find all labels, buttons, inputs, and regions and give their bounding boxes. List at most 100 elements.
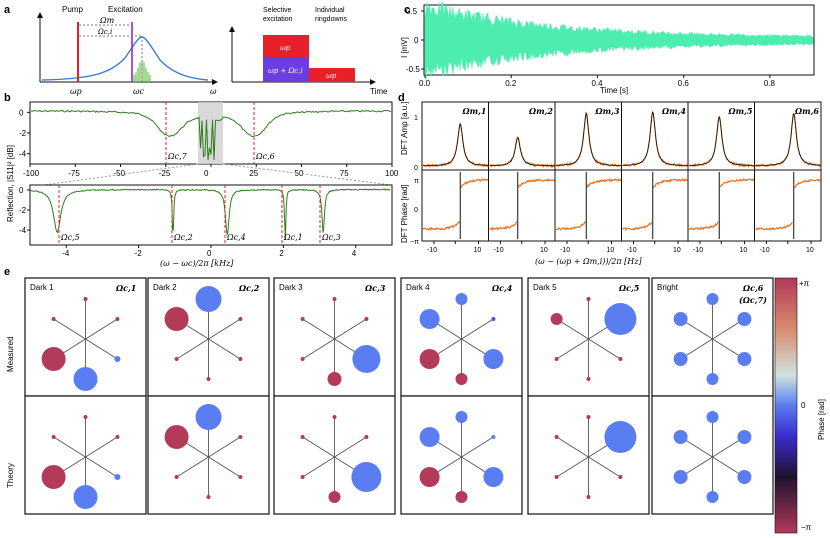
b-top-xtick-label: 25 <box>249 169 258 178</box>
b-bottom-mode-label-3: Ωc,3 <box>321 233 341 242</box>
d-xtick-label: -10 <box>626 247 636 254</box>
e-mode-node <box>51 317 56 321</box>
e-mode-node <box>83 297 88 301</box>
b-bottom-yticks: 0 -2 -4 <box>19 186 30 235</box>
e-mode-node <box>352 345 381 373</box>
d-amp-ytick-0: 0 <box>414 165 418 172</box>
e-mode-node <box>419 309 440 329</box>
e-mode-node <box>419 427 440 447</box>
d-xtick-label: -10 <box>693 247 703 254</box>
a-box-wp-omega <box>263 58 309 82</box>
a-time-arrow-icon <box>370 79 376 85</box>
b-xlabel: (ω − ωc)/2π [kHz] <box>160 259 234 268</box>
e-column-name: Bright <box>657 283 679 292</box>
e-mode-node <box>206 377 211 381</box>
d-phase-data-right <box>517 178 556 188</box>
b-top-xtick-label: 75 <box>340 169 349 178</box>
b-top-ytick-label: -2 <box>19 129 27 138</box>
a-time-label: Time <box>370 87 388 96</box>
b-top-xtick-label: -100 <box>23 169 40 178</box>
e-mode-node <box>550 313 563 325</box>
c-xticks: 0.0 0.2 0.4 0.6 0.8 <box>419 75 776 88</box>
e-mode-node <box>364 435 369 439</box>
e-mode-node <box>673 352 688 366</box>
panel-label-d: d <box>398 92 405 104</box>
panel-c: c I [mV] 0.0 0.2 0.4 0.6 0.8 0.5 0 -0.5 Time [… <box>400 1 815 95</box>
b-top-xtick-label: 100 <box>385 169 399 178</box>
panel-a: a Pump Excitation Ωm Ωc,i ωp ωc ω Select… <box>4 4 388 96</box>
e-mode-node <box>673 312 688 326</box>
panel-e: e Measured Theory Dark 1 Ωc,1 Dark 2 Ωc,2 Da… <box>4 266 826 534</box>
d-xtick-label: 10 <box>474 247 482 254</box>
d-xtick-label: 10 <box>607 247 615 254</box>
d-xtick-label: -10 <box>427 247 437 254</box>
b-bottom-xtick-label: -2 <box>135 249 143 258</box>
e-mode-node <box>586 377 591 381</box>
a-cavity-lineshape <box>41 36 209 81</box>
e-mode-node <box>238 435 243 439</box>
e-column-mode: Ωc,5 <box>618 283 640 293</box>
e-mode-node <box>300 357 305 361</box>
d-xtick-label: 10 <box>540 247 548 254</box>
b-bottom-xtick-label: -4 <box>62 249 70 258</box>
b-top-ytick-label: 0 <box>19 108 24 117</box>
e-mode-node <box>455 373 468 385</box>
b-top-trace <box>30 109 392 161</box>
e-mode-node <box>195 404 222 430</box>
b-ylabel: Reflection, |S11|² [dB] <box>6 145 15 222</box>
e-mode-node <box>483 467 504 487</box>
e-column-name: Dark 1 <box>30 283 54 292</box>
e-mode-node <box>491 435 496 439</box>
e-mode-node <box>586 495 591 499</box>
e-mode-link <box>429 318 494 360</box>
e-mode-node <box>41 347 66 371</box>
e-mode-node <box>174 475 179 479</box>
e-mode-node <box>419 349 440 369</box>
e-column-mode: Ωc,1 <box>115 283 136 293</box>
e-mode-node <box>706 293 719 305</box>
e-mode-link <box>176 436 241 478</box>
d-amp-fit <box>489 137 555 167</box>
e-mode-node <box>737 352 752 366</box>
e-mode-node <box>673 430 688 444</box>
a-excitation-spikes <box>133 60 151 82</box>
b-top-xtick-label: -25 <box>159 169 171 178</box>
e-mode-node <box>300 317 305 321</box>
panel-label-e: e <box>4 266 10 278</box>
e-mode-node <box>73 485 98 509</box>
a-omega-ci-label: Ωc,i <box>97 28 112 36</box>
panel-d: d DFT Amp [a.u.] DFT Phase [rad] Ωm,1 -10… <box>398 92 822 266</box>
e-colorbar-bottom: −π <box>801 523 812 532</box>
e-mode-node <box>491 317 496 321</box>
e-column-mode: Ωc,2 <box>238 283 260 293</box>
e-colorbar-label: Phase [rad] <box>817 399 826 440</box>
e-mode-link <box>53 318 118 360</box>
c-xtick-label: 0.0 <box>419 79 431 88</box>
d-xtick-label: -10 <box>560 247 570 254</box>
b-top-yticks: 0 -2 -4 <box>19 108 30 159</box>
a-box-wp-ringdown <box>309 68 355 82</box>
e-mode-node <box>332 415 337 419</box>
e-mode-node <box>51 435 56 439</box>
e-mode-node <box>455 293 468 305</box>
b-bottom-mode-label-2: Ωc,2 <box>173 233 193 242</box>
b-zoom-connector-right <box>222 163 393 186</box>
e-mode-node <box>115 317 120 321</box>
d-amp-data <box>489 136 555 169</box>
d-xtick-label: 10 <box>806 247 814 254</box>
d-phase-data-left <box>755 221 793 231</box>
b-zoom-connector-left <box>43 163 199 186</box>
d-phase-data-left <box>555 220 586 231</box>
d-amp-ylabel: DFT Amp [a.u.] <box>400 101 409 155</box>
b-bottom-ytick-label: -2 <box>19 206 27 215</box>
d-phase-data-left <box>422 221 460 232</box>
b-top-ytick-label: -4 <box>19 150 27 159</box>
e-mode-link <box>176 318 241 360</box>
e-mode-node <box>238 357 243 361</box>
e-mode-grid: Dark 1 Ωc,1 Dark 2 Ωc,2 Dark 3 Ωc,3 Dark 4 Ωc,4… <box>24 277 774 515</box>
b-bottom-ytick-label: 0 <box>19 186 24 195</box>
e-mode-node <box>114 356 121 362</box>
a-box-wp <box>263 35 309 58</box>
d-amp-fit <box>755 112 821 167</box>
